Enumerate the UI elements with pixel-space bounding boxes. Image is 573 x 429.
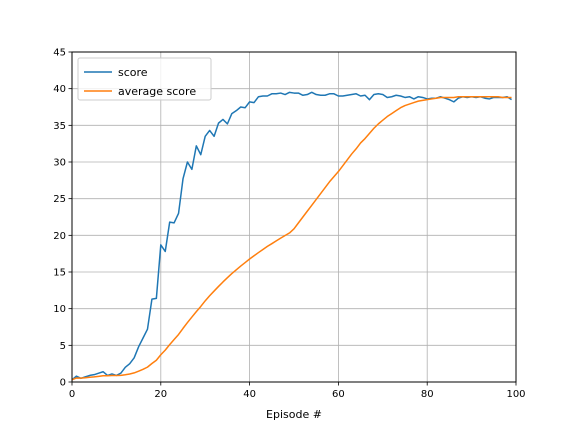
x-tick-label: 100: [506, 389, 525, 400]
tick-layer: 0 20 40 60 80 100 0 5 10 15 20 25 30 35 40 45: [53, 48, 525, 401]
series-layer: [71, 91, 512, 381]
legend-label: average score: [118, 85, 196, 98]
legend-label: score: [118, 66, 148, 79]
y-tick-label: 25: [53, 194, 66, 205]
y-tick-label: 30: [53, 158, 66, 169]
y-tick-label: 15: [53, 268, 66, 279]
grid-layer: [71, 51, 517, 383]
legend: score average score: [77, 57, 212, 101]
series-line-average-score: [71, 95, 512, 381]
series-line-score: [71, 91, 512, 381]
x-tick-label: 40: [243, 389, 256, 400]
x-tick-label: 80: [421, 389, 434, 400]
y-tick-label: 10: [53, 304, 66, 315]
y-tick-label: 5: [60, 341, 66, 352]
y-tick-label: 45: [53, 48, 66, 59]
x-tick-label: 60: [332, 389, 345, 400]
x-axis-label: Episode #: [266, 408, 322, 421]
y-tick-label: 20: [53, 231, 66, 242]
plot-frame: [71, 51, 517, 383]
y-tick-label: 40: [53, 84, 66, 95]
y-tick-label: 0: [60, 378, 66, 389]
legend-box: [77, 57, 212, 101]
x-tick-label: 0: [69, 389, 75, 400]
x-tick-label: 20: [154, 389, 167, 400]
y-tick-label: 35: [53, 121, 66, 132]
